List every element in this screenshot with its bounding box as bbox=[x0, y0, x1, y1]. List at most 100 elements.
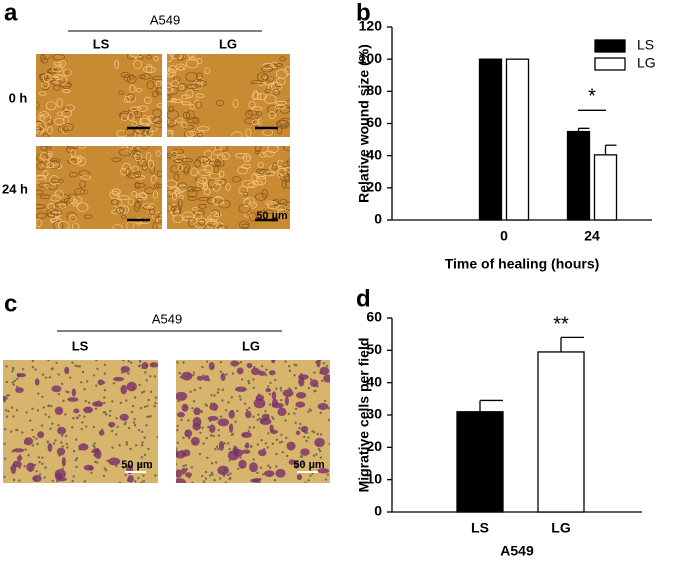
pore bbox=[268, 392, 272, 396]
cell bbox=[234, 449, 243, 457]
cell bbox=[284, 396, 289, 406]
pore bbox=[142, 474, 145, 477]
cell bbox=[123, 74, 131, 83]
cell bbox=[295, 392, 307, 399]
cell bbox=[128, 84, 136, 93]
pore bbox=[301, 462, 304, 466]
cell bbox=[186, 186, 196, 193]
bar bbox=[566, 130, 591, 221]
pore bbox=[47, 415, 51, 419]
cell bbox=[177, 412, 185, 418]
pore bbox=[140, 456, 144, 459]
cell bbox=[167, 69, 177, 78]
cell bbox=[155, 183, 162, 188]
pore bbox=[319, 456, 322, 459]
cell bbox=[203, 188, 211, 196]
cell bbox=[241, 179, 255, 188]
pore bbox=[182, 361, 185, 364]
cell bbox=[127, 475, 134, 483]
cell bbox=[268, 111, 276, 120]
pore bbox=[96, 367, 99, 371]
pore bbox=[103, 396, 106, 399]
cell bbox=[167, 152, 173, 159]
cell bbox=[276, 205, 287, 211]
pore bbox=[3, 475, 6, 479]
pore bbox=[210, 393, 213, 397]
cell bbox=[138, 74, 146, 80]
pore bbox=[116, 425, 119, 428]
cell bbox=[39, 111, 50, 118]
pore bbox=[214, 447, 217, 451]
cell bbox=[281, 161, 290, 168]
cell bbox=[46, 162, 55, 168]
cell bbox=[275, 77, 286, 86]
cell bbox=[151, 76, 162, 81]
cell bbox=[192, 206, 199, 211]
cell bbox=[275, 63, 283, 68]
cell bbox=[49, 159, 60, 170]
cell bbox=[133, 59, 143, 69]
cell bbox=[272, 88, 280, 96]
cell bbox=[36, 204, 46, 209]
cell bbox=[168, 86, 179, 95]
cell bbox=[127, 198, 135, 206]
cell bbox=[134, 181, 140, 190]
cell bbox=[269, 424, 274, 433]
pore bbox=[36, 442, 39, 446]
cell bbox=[43, 183, 50, 188]
pore bbox=[212, 434, 215, 438]
cell bbox=[170, 80, 180, 88]
cell bbox=[49, 158, 61, 163]
cell bbox=[145, 63, 153, 74]
cell bbox=[168, 105, 174, 113]
cell bbox=[67, 193, 78, 198]
pore bbox=[40, 424, 44, 427]
cell bbox=[215, 99, 224, 107]
cell bbox=[70, 196, 77, 205]
legend-label: LG bbox=[637, 55, 656, 71]
cell bbox=[265, 387, 271, 393]
cell bbox=[54, 469, 66, 479]
bar bbox=[478, 58, 503, 221]
pore bbox=[224, 481, 227, 483]
pore bbox=[145, 424, 148, 427]
cell bbox=[120, 71, 130, 78]
cell bbox=[265, 200, 276, 206]
cell bbox=[196, 72, 203, 81]
cell bbox=[168, 186, 181, 195]
cell bbox=[16, 373, 27, 378]
cell bbox=[115, 207, 124, 215]
cell bbox=[142, 203, 152, 208]
pore bbox=[261, 473, 265, 476]
pore bbox=[326, 473, 329, 476]
cell bbox=[218, 440, 225, 451]
cell bbox=[76, 155, 83, 163]
cell bbox=[208, 160, 221, 167]
cell bbox=[309, 379, 319, 388]
pore bbox=[67, 390, 70, 394]
cell bbox=[125, 146, 134, 152]
pore bbox=[103, 388, 107, 392]
pore bbox=[78, 414, 81, 417]
pore bbox=[247, 430, 251, 433]
pore bbox=[304, 481, 307, 483]
pore bbox=[315, 453, 318, 456]
y-tick-label: 60 bbox=[366, 309, 382, 325]
pore bbox=[153, 404, 156, 408]
pore bbox=[252, 378, 255, 381]
cell bbox=[317, 403, 329, 410]
y-tick-label: 50 bbox=[366, 341, 382, 357]
pore bbox=[21, 367, 25, 371]
cell bbox=[68, 171, 78, 178]
cell bbox=[120, 384, 128, 395]
cell bbox=[241, 163, 252, 169]
pore bbox=[156, 435, 158, 439]
cell bbox=[156, 80, 162, 87]
pore bbox=[279, 386, 282, 390]
cell bbox=[15, 387, 24, 393]
significance: ** bbox=[553, 314, 569, 336]
pore bbox=[284, 419, 287, 422]
pore bbox=[95, 384, 98, 387]
cell bbox=[276, 159, 284, 168]
cell bbox=[267, 146, 279, 154]
